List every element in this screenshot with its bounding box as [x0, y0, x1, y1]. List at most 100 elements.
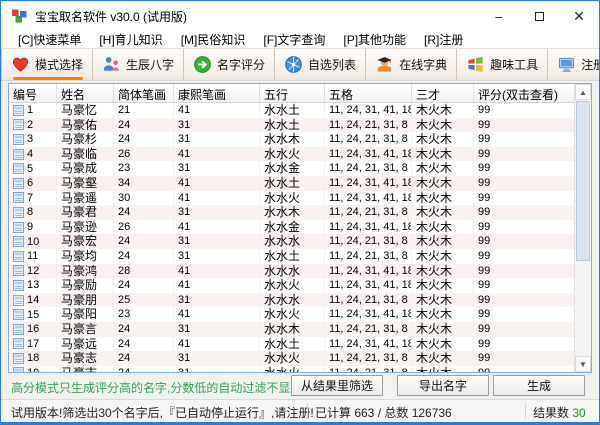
cell-name: 马豪励 [57, 278, 114, 293]
cell-simplified-strokes: 24 [114, 234, 174, 249]
export-names-button[interactable]: 导出名字 [397, 375, 489, 396]
cell-five-grids: 11, 24, 21, 31, 8 [325, 117, 412, 133]
table-row[interactable]: 7 马豪遥 30 41 水水火 11, 24, 31, 41, 18 木火木 9… [9, 190, 591, 206]
cell-three-talents: 木火木 [412, 278, 474, 293]
column-header-three-talents[interactable]: 三才 [412, 84, 474, 102]
generate-button[interactable]: 生成 [493, 375, 585, 396]
cell-id: 7 [27, 191, 34, 204]
table-row[interactable]: 10 马豪宏 24 31 水水水 11, 24, 21, 31, 8 木火木 9… [9, 234, 591, 249]
cell-five-elements: 水水土 [260, 248, 325, 264]
green-arrow-icon [193, 55, 212, 74]
table-row[interactable]: 2 马豪佑 24 31 水水土 11, 24, 21, 31, 8 木火木 99 [9, 117, 591, 133]
menu-item-character-lookup[interactable]: [F]文字查询 [263, 33, 326, 47]
column-header-five-grids[interactable]: 五格 [325, 84, 412, 102]
table-row[interactable]: 4 马豪临 26 41 水水火 11, 24, 31, 41, 18 木火木 9… [9, 146, 591, 162]
calculated-count: 已计算 663 / 总数 126736 [315, 406, 452, 420]
scrollbar-thumb[interactable] [576, 101, 590, 261]
table-row[interactable]: 16 马豪言 24 31 水水木 11, 24, 21, 31, 8 木火木 9… [9, 321, 591, 337]
filter-from-results-button[interactable]: 从结果里筛选 [291, 375, 383, 396]
menu-item-other-functions[interactable]: [P]其他功能 [343, 33, 407, 47]
cell-five-elements: 水水火 [260, 190, 325, 206]
cell-name: 马豪壑 [57, 175, 114, 191]
cell-three-talents: 木火木 [412, 336, 474, 352]
cell-kangxi-strokes: 41 [174, 219, 260, 235]
column-header-simplified-strokes[interactable]: 简体笔画 [114, 84, 174, 102]
cell-three-talents: 木火木 [412, 132, 474, 147]
toolbar-custom-list-button[interactable]: 自选列表 [275, 49, 367, 80]
cell-id: 8 [27, 206, 34, 219]
close-button[interactable]: ✕ [573, 7, 585, 24]
scroll-up-icon[interactable]: ▲ [575, 84, 591, 100]
cell-five-elements: 水水水 [260, 234, 325, 249]
cell-id: 13 [27, 279, 40, 292]
toolbar-birth-eight-characters-button[interactable]: 生辰八字 [93, 49, 185, 80]
table-row[interactable]: 13 马豪励 24 41 水水火 11, 24, 31, 41, 18 木火木 … [9, 278, 591, 293]
cell-score: 99 [478, 352, 491, 365]
menu-item-folk-knowledge[interactable]: [M]民俗知识 [180, 33, 246, 47]
table-row[interactable]: 11 马豪均 24 31 水水土 11, 24, 21, 31, 8 木火木 9… [9, 248, 591, 264]
menu-item-quick-menu[interactable]: [C]快速菜单 [18, 33, 82, 47]
maximize-button[interactable] [519, 1, 559, 31]
cell-kangxi-strokes: 31 [174, 205, 260, 220]
vertical-scrollbar[interactable]: ▲ ▼ [574, 84, 591, 372]
cell-id: 16 [27, 323, 40, 336]
cell-simplified-strokes: 24 [114, 351, 174, 366]
toolbar-register-software-button[interactable]: 注册软件 [548, 49, 599, 80]
trial-message: 试用版本!筛选出30个名字后,『已自动停止运行』,请注册! [11, 406, 314, 420]
table-row[interactable]: 17 马豪远 24 41 水水土 11, 24, 31, 41, 18 木火木 … [9, 336, 591, 352]
cell-name: 马豪远 [57, 336, 114, 352]
table-row[interactable]: 9 马豪逊 26 41 水水金 11, 24, 31, 41, 18 木火木 9… [9, 219, 591, 235]
toolbar-online-dictionary-button[interactable]: 在线字典 [366, 49, 458, 80]
row-item-icon [13, 148, 24, 160]
cell-name: 马豪均 [57, 248, 114, 264]
cell-five-elements: 水水水 [260, 263, 325, 279]
row-item-icon [13, 163, 24, 175]
minimize-button[interactable]: – [495, 8, 503, 24]
globe-icon [284, 55, 303, 74]
cell-five-elements: 水水土 [260, 103, 325, 118]
cell-id: 11 [27, 250, 39, 263]
column-header-five-elements[interactable]: 五行 [260, 84, 325, 102]
cell-simplified-strokes: 34 [114, 175, 174, 191]
toolbar-fun-tools-button[interactable]: 趣味工具 [457, 49, 549, 80]
app-logo-icon [11, 8, 27, 24]
cell-name: 马豪逊 [57, 219, 114, 235]
table-row[interactable]: 14 马豪朋 25 31 水水水 11, 24, 21, 31, 8 木火木 9… [9, 292, 591, 308]
menu-item-register[interactable]: [R]注册 [424, 33, 464, 47]
table-row[interactable]: 12 马豪鸿 28 41 水水水 11, 24, 31, 41, 18 木火木 … [9, 263, 591, 279]
cell-three-talents: 木火木 [412, 292, 474, 308]
cell-kangxi-strokes: 31 [174, 292, 260, 308]
toolbar-button-label: 模式选择 [12, 58, 84, 80]
column-header-name[interactable]: 姓名 [57, 84, 114, 102]
table-row[interactable]: 6 马豪壑 34 41 水水土 11, 24, 31, 41, 18 木火木 9… [9, 175, 591, 191]
cell-five-grids: 11, 24, 21, 31, 8 [325, 351, 412, 366]
scroll-down-icon[interactable]: ▼ [575, 356, 591, 372]
cell-simplified-strokes: 26 [114, 219, 174, 235]
column-header-kangxi-strokes[interactable]: 康熙笔画 [174, 84, 260, 102]
table-row[interactable]: 19 马豪志 24 31 水水火 11, 24, 21, 31, 8 木火木 9… [9, 365, 591, 372]
cell-name: 马豪朋 [57, 292, 114, 308]
table-row[interactable]: 18 马豪志 24 31 水水火 11, 24, 21, 31, 8 木火木 9… [9, 351, 591, 366]
table-row[interactable]: 15 马豪阳 23 41 水水火 11, 24, 31, 41, 18 木火木 … [9, 307, 591, 322]
cell-simplified-strokes: 24 [114, 321, 174, 337]
window-title: 宝宝取名软件 v30.0 (试用版) [35, 9, 188, 24]
cell-name: 马豪杉 [57, 132, 114, 147]
windows-logo-icon [466, 55, 485, 74]
table-row[interactable]: 8 马豪君 24 31 水水木 11, 24, 21, 31, 8 木火木 99 [9, 205, 591, 220]
cell-three-talents: 木火木 [412, 161, 474, 176]
column-header-id[interactable]: 编号 [9, 84, 57, 102]
table-row[interactable]: 5 马豪成 23 31 水水金 11, 24, 21, 31, 8 木火木 99 [9, 161, 591, 176]
toolbar-mode-select-button[interactable]: 模式选择 [1, 49, 94, 80]
graduate-icon [375, 55, 394, 74]
row-item-icon [13, 367, 24, 372]
cell-five-grids: 11, 24, 31, 41, 18 [325, 190, 412, 206]
toolbar-name-scoring-button[interactable]: 名字评分 [184, 49, 276, 80]
table-row[interactable]: 1 马豪忆 21 41 水水土 11, 24, 31, 41, 18 木火木 9… [9, 103, 591, 118]
cell-five-elements: 水水火 [260, 365, 325, 372]
cell-simplified-strokes: 26 [114, 146, 174, 162]
table-row[interactable]: 3 马豪杉 24 31 水水木 11, 24, 21, 31, 8 木火木 99 [9, 132, 591, 147]
cell-five-elements: 水水金 [260, 219, 325, 235]
column-header-score[interactable]: 评分(双击查看) [478, 88, 558, 102]
menu-item-parenting-knowledge[interactable]: [H]育儿知识 [99, 33, 163, 47]
